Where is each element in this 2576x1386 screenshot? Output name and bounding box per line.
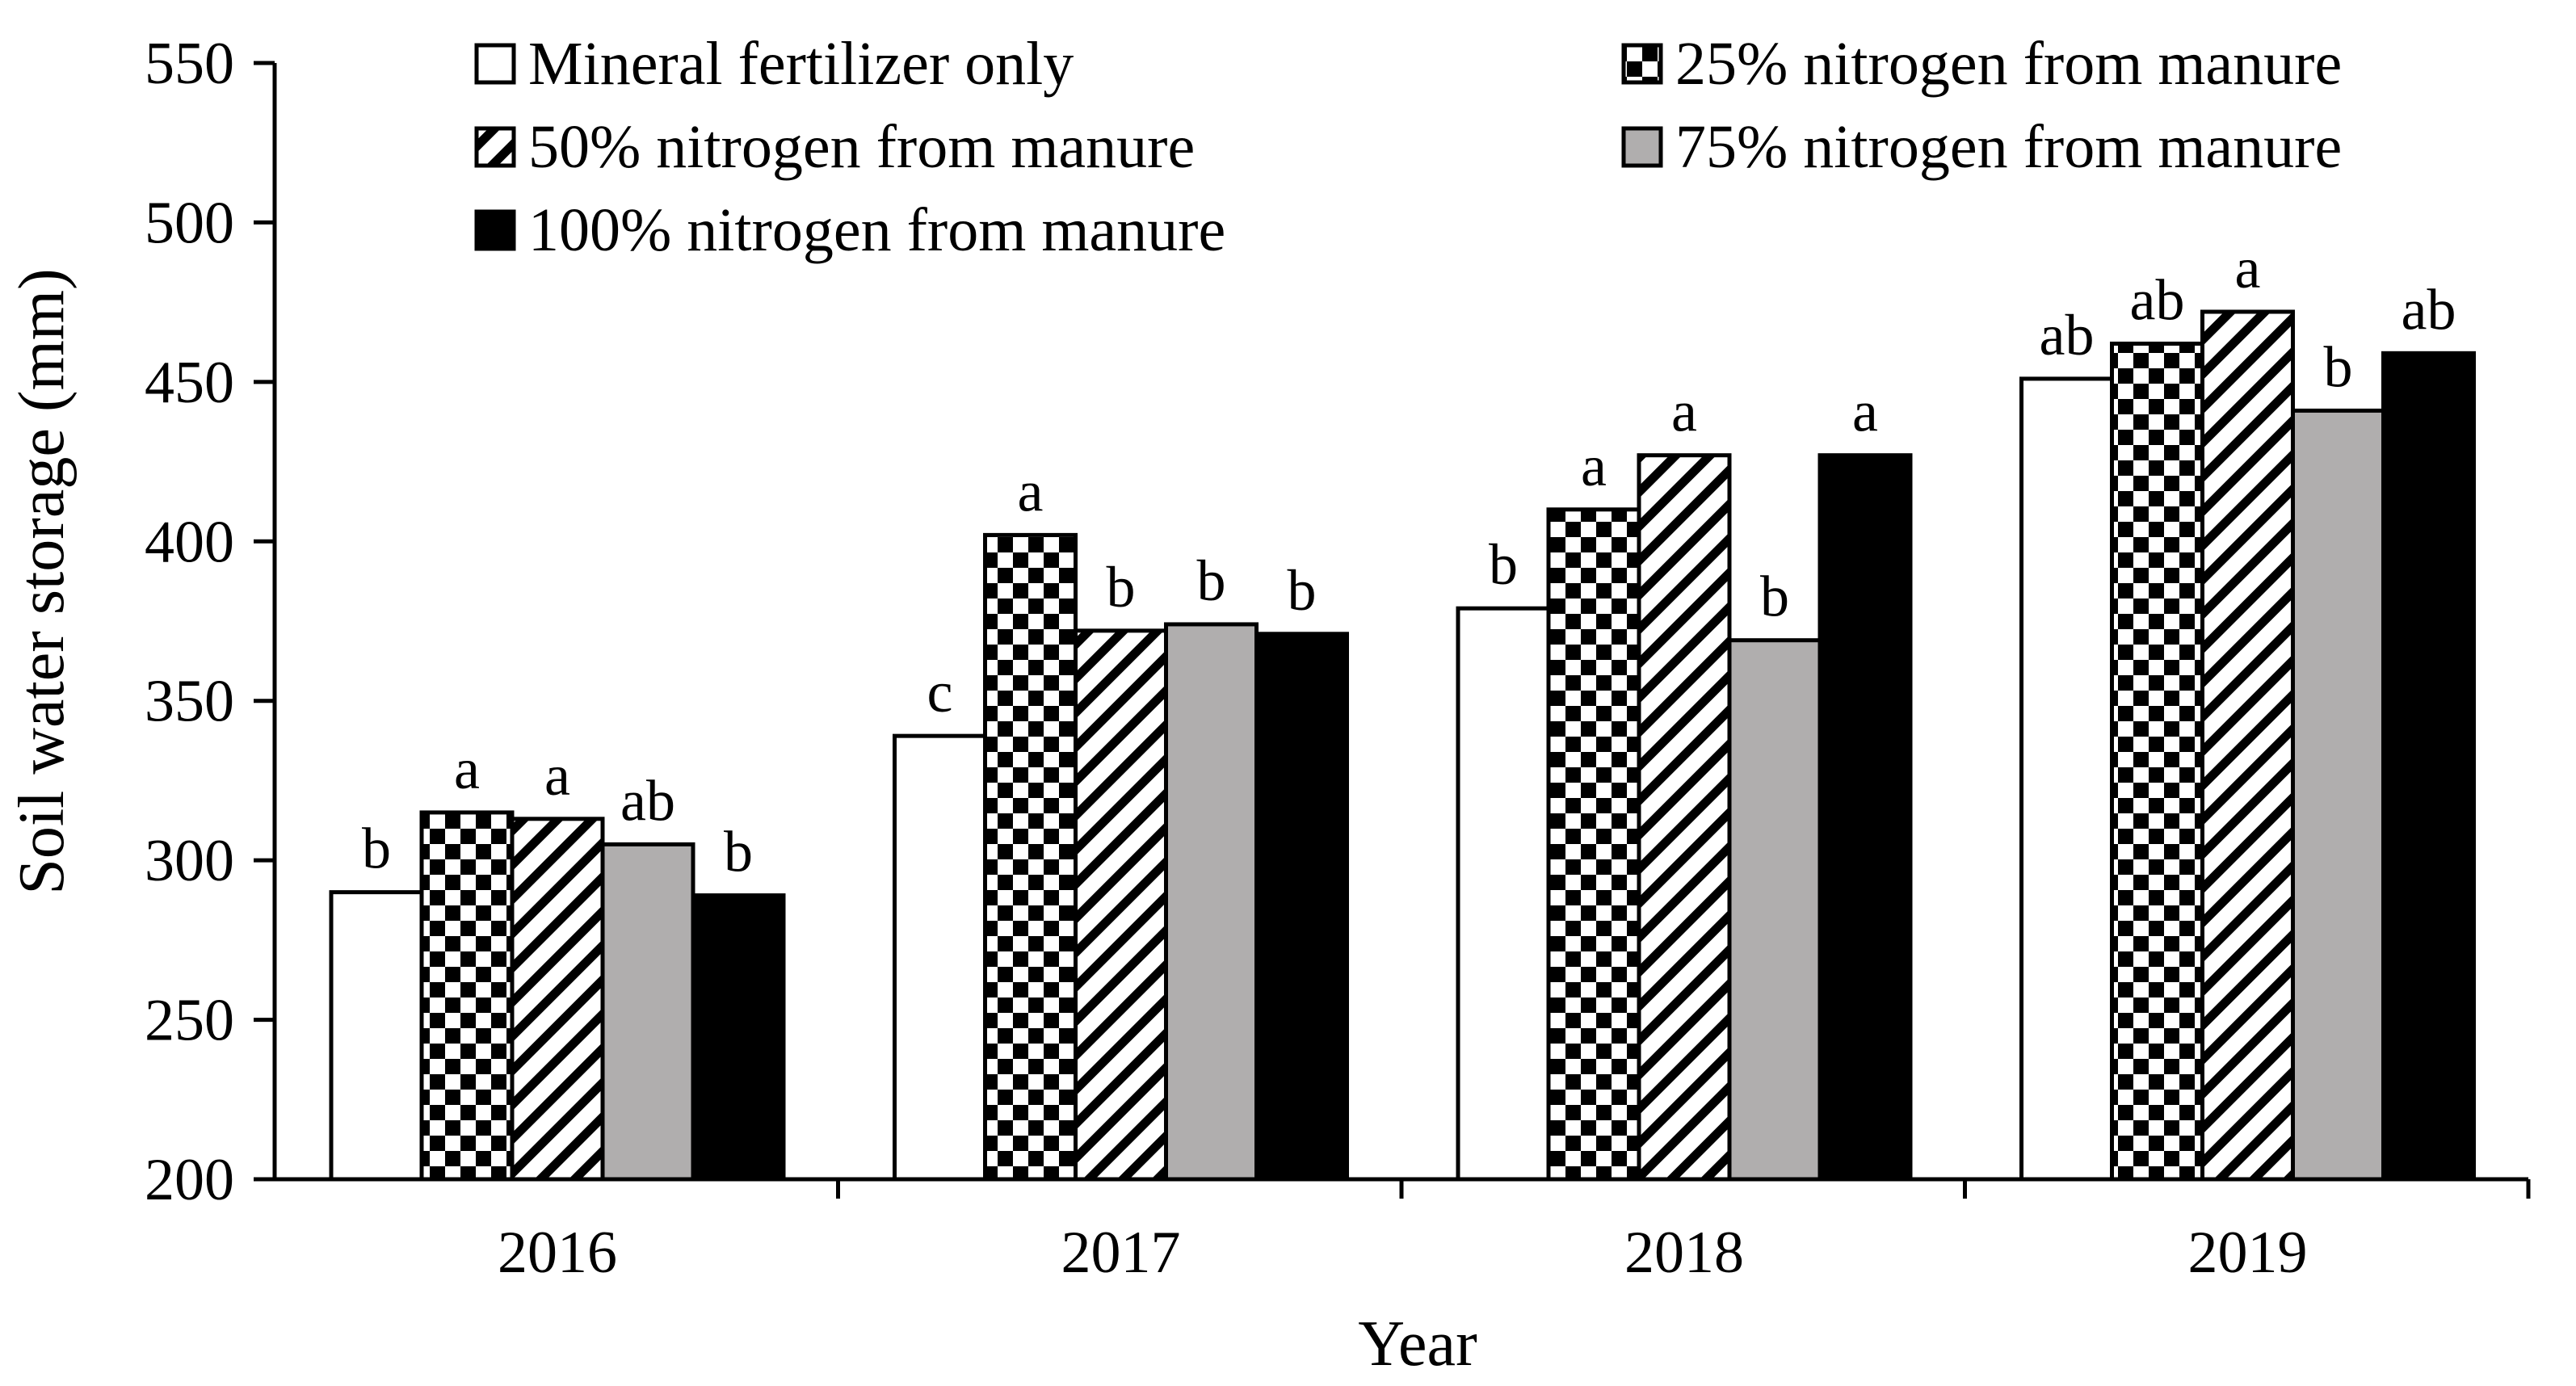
bar-50-nitrogen-from-manure-2017 bbox=[1074, 628, 1168, 1182]
bar-100-nitrogen-from-manure-2019 bbox=[2381, 351, 2476, 1182]
bar-25-nitrogen-from-manure-2016 bbox=[419, 810, 515, 1182]
bar-50-nitrogen-from-manure-2016 bbox=[510, 817, 605, 1182]
bar-mineral-fertilizer-only-2017 bbox=[893, 733, 987, 1182]
legend-item-100-nitrogen-from-manure: 100% nitrogen from manure bbox=[474, 196, 1225, 264]
legend-item-25-nitrogen-from-manure: 25% nitrogen from manure bbox=[1621, 30, 2342, 98]
significance-label: b bbox=[1288, 558, 1317, 623]
significance-label: ab bbox=[2402, 277, 2456, 342]
y-tick-label: 350 bbox=[145, 669, 234, 735]
x-tick-label: 2019 bbox=[2188, 1220, 2308, 1286]
y-tick-label: 300 bbox=[145, 828, 234, 894]
legend-label: 75% nitrogen from manure bbox=[1675, 113, 2342, 181]
x-tick-label: 2018 bbox=[1624, 1220, 1744, 1286]
legend-label: 25% nitrogen from manure bbox=[1675, 30, 2342, 98]
significance-label: a bbox=[1852, 380, 1878, 444]
bar-75-nitrogen-from-manure-2017 bbox=[1164, 622, 1259, 1182]
significance-label: b bbox=[362, 817, 391, 881]
significance-label: b bbox=[1107, 555, 1136, 620]
y-tick-label: 200 bbox=[145, 1147, 234, 1213]
significance-label: a bbox=[1671, 380, 1697, 444]
y-tick-label: 450 bbox=[145, 350, 234, 416]
bar-100-nitrogen-from-manure-2017 bbox=[1254, 632, 1349, 1182]
legend-swatch bbox=[474, 43, 516, 85]
bar-75-nitrogen-from-manure-2019 bbox=[2291, 408, 2385, 1182]
y-tick-label: 500 bbox=[145, 190, 234, 256]
significance-label: c bbox=[927, 660, 953, 724]
y-tick-label: 400 bbox=[145, 509, 234, 575]
significance-label: a bbox=[544, 743, 570, 808]
y-tick-label: 250 bbox=[145, 988, 234, 1054]
bar-25-nitrogen-from-manure-2019 bbox=[2110, 341, 2204, 1182]
significance-label: b bbox=[1489, 532, 1518, 597]
significance-label: ab bbox=[2040, 303, 2095, 368]
bar-25-nitrogen-from-manure-2018 bbox=[1546, 507, 1641, 1182]
bar-25-nitrogen-from-manure-2017 bbox=[983, 532, 1078, 1182]
bar-100-nitrogen-from-manure-2016 bbox=[691, 893, 786, 1182]
significance-label: b bbox=[724, 820, 753, 884]
bar-75-nitrogen-from-manure-2018 bbox=[1727, 638, 1822, 1182]
significance-label: a bbox=[1018, 459, 1044, 523]
legend-item-50-nitrogen-from-manure: 50% nitrogen from manure bbox=[474, 113, 1195, 181]
legend-label: 100% nitrogen from manure bbox=[528, 196, 1225, 264]
bar-50-nitrogen-from-manure-2019 bbox=[2200, 309, 2295, 1182]
significance-label: ab bbox=[2130, 267, 2185, 332]
significance-label: b bbox=[1197, 548, 1226, 613]
legend-item-mineral-fertilizer-only: Mineral fertilizer only bbox=[474, 30, 1074, 98]
significance-label: a bbox=[454, 737, 480, 801]
significance-label: ab bbox=[620, 768, 675, 833]
bar-mineral-fertilizer-only-2019 bbox=[2019, 376, 2114, 1182]
legend-swatch bbox=[474, 126, 516, 168]
x-axis-title: Year bbox=[1358, 1308, 1477, 1380]
legend-label: Mineral fertilizer only bbox=[528, 30, 1074, 98]
bar-50-nitrogen-from-manure-2018 bbox=[1637, 453, 1732, 1182]
legend-swatch bbox=[1621, 126, 1663, 168]
significance-label: b bbox=[1760, 565, 1789, 629]
y-tick-label: 550 bbox=[145, 31, 234, 97]
bar-100-nitrogen-from-manure-2018 bbox=[1817, 453, 1913, 1182]
legend-swatch bbox=[474, 209, 516, 251]
bar-mineral-fertilizer-only-2018 bbox=[1456, 606, 1551, 1182]
legend: Mineral fertilizer only 25% nitrogen from… bbox=[474, 30, 2342, 264]
bar-75-nitrogen-from-manure-2016 bbox=[600, 842, 695, 1182]
significance-label: a bbox=[1581, 434, 1607, 498]
legend-item-75-nitrogen-from-manure: 75% nitrogen from manure bbox=[1621, 113, 2342, 181]
significance-label: b bbox=[2324, 334, 2353, 399]
significance-label: a bbox=[2235, 236, 2261, 300]
legend-swatch bbox=[1621, 43, 1663, 85]
x-tick-label: 2016 bbox=[498, 1220, 617, 1286]
x-tick-label: 2017 bbox=[1061, 1220, 1181, 1286]
y-axis-title: Soil water storage (mm) bbox=[6, 268, 78, 894]
bar-mineral-fertilizer-only-2016 bbox=[329, 890, 424, 1182]
legend-label: 50% nitrogen from manure bbox=[528, 113, 1195, 181]
